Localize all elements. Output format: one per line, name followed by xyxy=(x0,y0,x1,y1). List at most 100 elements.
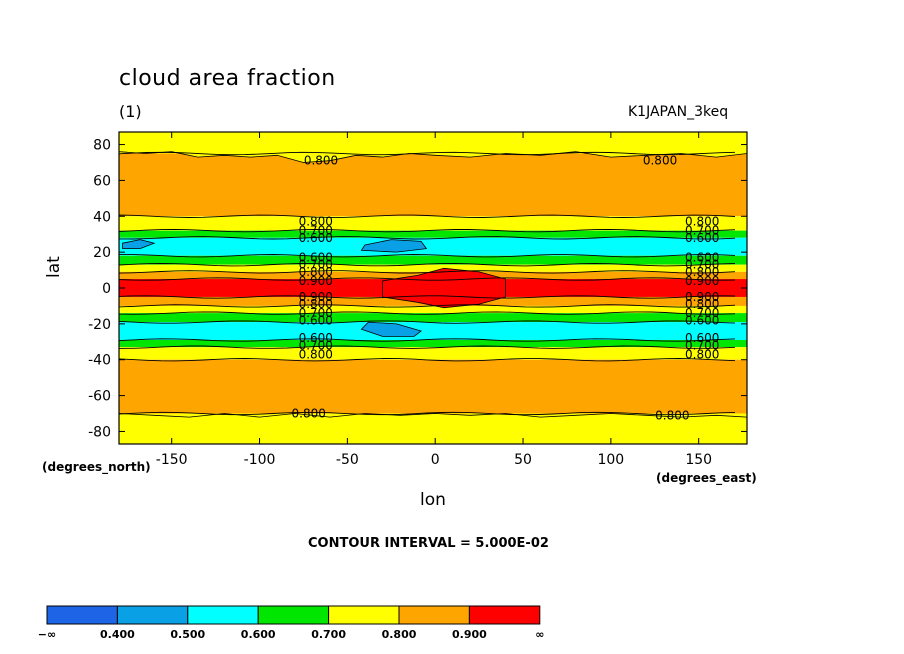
contour-line-9 xyxy=(119,270,736,274)
contour-line-5 xyxy=(119,277,736,281)
y-tick-label-4: 0 xyxy=(102,281,111,297)
x-tick-label-2: -50 xyxy=(336,452,359,468)
contour-line--29 xyxy=(119,338,736,342)
latitude-band-4 xyxy=(119,237,747,256)
colorbar-box-0 xyxy=(46,605,118,625)
colorbar-box-5 xyxy=(398,605,470,625)
colorbar-box-1 xyxy=(116,605,189,625)
contour-label-6: 0.700 xyxy=(685,224,719,238)
colorbar-label-3: 0.600 xyxy=(241,628,276,641)
contour-label-4: 0.600 xyxy=(299,231,333,245)
contour-label-23: 0.600 xyxy=(685,313,719,327)
x-tick-label-5: 100 xyxy=(597,452,624,468)
contour-label-18: 0.700 xyxy=(299,306,333,320)
x-tick-label-1: -100 xyxy=(244,452,276,468)
x-tick-label-3: 0 xyxy=(431,452,440,468)
y-axis-units: (degrees_north) xyxy=(42,460,151,474)
contour-line--70 xyxy=(119,411,736,416)
contour-label-31: 0.800 xyxy=(655,408,689,422)
contour-label-5: 0.800 xyxy=(685,215,719,229)
contour-line-layer xyxy=(119,151,736,416)
latitude-band-3 xyxy=(119,230,747,238)
south-polar-band xyxy=(119,413,747,444)
x-tick-label-4: 50 xyxy=(514,452,532,468)
contour-line--19 xyxy=(119,320,736,324)
x-tick-label-0: -150 xyxy=(156,452,188,468)
contour-label-19: 0.600 xyxy=(299,313,333,327)
latitude-band-14 xyxy=(119,347,747,360)
colorbar-label-7: ∞ xyxy=(535,628,544,641)
x-axis-units: (degrees_east) xyxy=(656,471,757,485)
latitude-band-15 xyxy=(119,359,747,414)
contour-label-22: 0.700 xyxy=(685,306,719,320)
latitude-band-13 xyxy=(119,340,747,348)
contour-label-1: 0.800 xyxy=(643,154,677,168)
latitude-band-10 xyxy=(119,305,747,314)
high-cloud-bulge xyxy=(382,267,506,309)
contour-label-16: 0.900 xyxy=(299,290,333,304)
chart-title: cloud area fraction xyxy=(119,66,336,91)
contour-label-14: 0.800 xyxy=(685,265,719,279)
contour-label-28: 0.700 xyxy=(685,338,719,352)
contour-label-21: 0.800 xyxy=(685,297,719,311)
contour-line--10 xyxy=(119,304,736,308)
low-cloud-patch-north xyxy=(360,239,428,253)
y-tick-label-2: -40 xyxy=(88,353,111,369)
colorbar-label-2: 0.500 xyxy=(170,628,205,641)
contour-label-17: 0.800 xyxy=(299,297,333,311)
colorbar-box-4 xyxy=(328,605,400,625)
contour-label-25: 0.700 xyxy=(299,338,333,352)
contour-label-7: 0.600 xyxy=(685,231,719,245)
axes-layer: -150 -100 -50 0 50 100 150 -80 -60 -40 -20 0 20 40 60 8… xyxy=(88,132,747,468)
latitude-band-2 xyxy=(119,216,747,231)
contour-line-28 xyxy=(119,236,736,240)
contour-label-12: 0.600 xyxy=(685,251,719,265)
contour-line-75 xyxy=(119,151,736,156)
contour-line--40 xyxy=(119,358,736,362)
contour-label-3: 0.700 xyxy=(299,224,333,238)
y-tick-label-1: -60 xyxy=(88,389,111,405)
latitude-band-1 xyxy=(119,153,747,217)
latitude-band-6 xyxy=(119,264,747,272)
contour-label-layer: 0.800 0.8000.8000.7000.6000.8000.7000.600… xyxy=(292,154,720,423)
latitude-band-5 xyxy=(119,255,747,265)
contour-label-0: 0.800 xyxy=(304,154,338,168)
colorbar-box-2 xyxy=(187,605,259,625)
contour-label-8: 0.600 xyxy=(299,251,333,265)
colorbar-label-6: 0.900 xyxy=(452,628,487,641)
contour-label-13: 0.700 xyxy=(685,258,719,272)
chart-subtitle-right: K1JAPAN_3keq xyxy=(628,104,729,120)
contour-label-20: 0.900 xyxy=(685,290,719,304)
colorbar-box-3 xyxy=(257,605,330,625)
y-tick-label-5: 20 xyxy=(93,245,111,261)
contour-features-layer xyxy=(119,132,747,444)
low-cloud-patch-south xyxy=(360,321,422,337)
contour-label-9: 0.700 xyxy=(299,258,333,272)
contour-line-13 xyxy=(119,263,736,267)
contour-label-2: 0.800 xyxy=(299,215,333,229)
contour-label-29: 0.800 xyxy=(685,347,719,361)
contour-line-32 xyxy=(119,228,736,233)
y-tick-label-8: 80 xyxy=(93,138,111,154)
contour-line-40 xyxy=(119,214,736,218)
colorbar: −∞ 0.400 0.500 0.600 0.700 0.800 0.900 ∞ xyxy=(38,605,544,641)
colorbar-box-6 xyxy=(468,605,541,625)
colorbar-label-4: 0.700 xyxy=(311,628,346,641)
north-polar-band xyxy=(119,132,747,163)
y-tick-label-7: 60 xyxy=(93,173,111,189)
contour-label-24: 0.600 xyxy=(299,331,333,345)
contour-label-26: 0.800 xyxy=(299,347,333,361)
contour-label-15: 0.900 xyxy=(685,274,719,288)
y-tick-label-0: -80 xyxy=(88,424,111,440)
latitude-band-12 xyxy=(119,322,747,340)
low-cloud-patch-northwest xyxy=(122,239,156,249)
colorbar-label-0: −∞ xyxy=(38,628,56,641)
contour-label-10: 0.800 xyxy=(299,265,333,279)
contour-line--5 xyxy=(119,295,736,299)
colorbar-label-1: 0.400 xyxy=(100,628,135,641)
contour-label-11: 0.900 xyxy=(299,274,333,288)
x-tick-label-6: 150 xyxy=(685,452,712,468)
y-tick-label-3: -20 xyxy=(88,317,111,333)
y-tick-label-6: 40 xyxy=(93,209,111,225)
